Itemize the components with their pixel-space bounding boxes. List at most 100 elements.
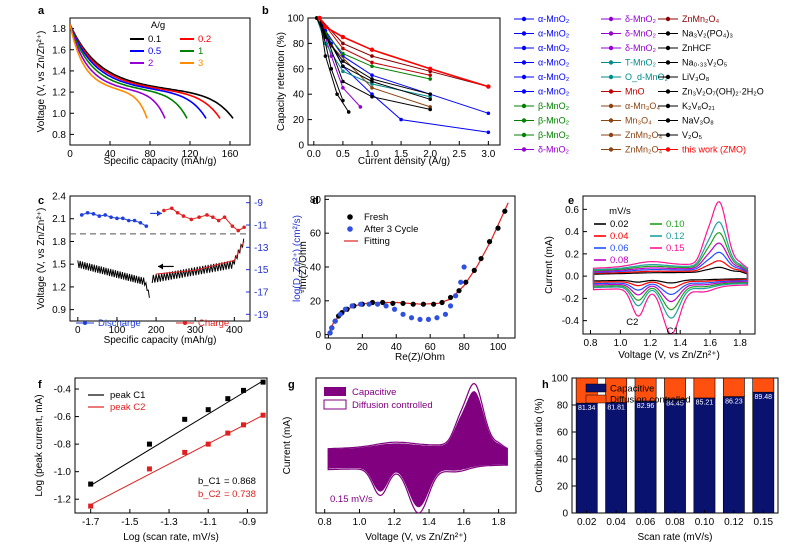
legend-label: K₂V₈O₂₁ <box>682 101 715 111</box>
annotation-c1: C1 <box>667 326 679 337</box>
comparison-point <box>370 60 374 65</box>
y-tick-label: 0.8 <box>52 130 66 141</box>
x-tick-label: 0.8 <box>318 517 332 528</box>
y-tick-label: -0.4 <box>562 316 580 327</box>
comparison-line <box>319 17 350 113</box>
legend-label: 0.2 <box>198 34 211 45</box>
y-tick-label: 20 <box>557 482 569 493</box>
legend-label: α-MnO₂ <box>538 29 570 39</box>
comparison-point <box>486 130 491 135</box>
zmo-point <box>317 15 322 21</box>
comparison-point <box>341 69 345 74</box>
comparison-point <box>346 110 351 114</box>
legend-label: α-MnO₂ <box>538 14 570 24</box>
legend-marker <box>521 147 527 152</box>
data-point <box>225 430 231 436</box>
x-tick-label: 100 <box>490 342 507 353</box>
fresh-point <box>471 267 477 273</box>
cycled-point <box>447 303 454 309</box>
charge-logD-point <box>197 215 201 220</box>
x-tick-label: 1.2 <box>643 338 657 349</box>
x-tick-label: -1.5 <box>121 517 139 528</box>
x-tick-label: 120 <box>182 149 199 160</box>
y-tick-label: 40 <box>293 90 305 101</box>
legend-marker <box>608 45 614 51</box>
charge-logD-point <box>205 213 209 217</box>
bar-capacitive <box>664 398 686 514</box>
cv-curve-0.15 <box>592 201 749 334</box>
b-label: b_C2 <box>198 489 221 500</box>
legend-label: 0.1 <box>148 34 161 45</box>
panel-label-b: b <box>262 5 269 17</box>
legend-marker <box>521 74 527 80</box>
discharge-logD-point <box>144 224 149 228</box>
bar-capacitive <box>605 402 628 514</box>
charge-logD-point <box>211 215 215 220</box>
legend-label: ZnMn₂O₄ <box>625 145 662 155</box>
y-tick-label: 40 <box>557 455 569 466</box>
series-line-0.5 <box>70 24 207 119</box>
panel-label-h: h <box>542 379 549 391</box>
y-tick-label: 2.4 <box>52 192 66 203</box>
y-axis-label: Capacity retention (%) <box>276 32 287 131</box>
discharge-logD-point <box>91 212 96 216</box>
comparison-point <box>399 117 403 122</box>
y-tick-label: 0.6 <box>565 205 579 216</box>
series-line-0.2 <box>70 23 221 119</box>
comparison-point <box>329 54 334 58</box>
legend-label: O_d-MnO₂ <box>625 72 669 82</box>
discharge-logD-point <box>138 220 143 225</box>
y-axis-label: Voltage (V, vs Zn/Zn²⁺) <box>36 31 47 133</box>
y-tick-label: 80 <box>557 401 569 412</box>
comparison-point <box>370 92 374 96</box>
comparison-point <box>341 79 345 84</box>
charge-logD-point <box>181 214 186 218</box>
x-tick-label: 0.0 <box>307 149 321 160</box>
x-axis-label: Specific capacity (mAh/g) <box>104 335 217 346</box>
legend-marker <box>665 31 671 36</box>
x-tick-label: -1.3 <box>160 517 178 528</box>
zmo-point <box>340 34 346 40</box>
data-point <box>146 441 152 447</box>
cycled-point <box>425 316 432 323</box>
cycled-point <box>349 303 355 309</box>
data-point <box>88 481 94 487</box>
bar-value-label: 85.21 <box>696 400 714 407</box>
fresh-point <box>430 301 437 307</box>
zmo-point <box>427 66 433 72</box>
x-tick-label: 20 <box>357 342 369 353</box>
series-area <box>70 23 234 119</box>
fitting-line <box>327 202 509 335</box>
bar-diffusion <box>693 377 716 399</box>
x-tick-label: 1.4 <box>422 517 436 528</box>
x-tick-label: 1.4 <box>673 338 687 349</box>
x-axis-label: Current density (A/g) <box>358 156 450 167</box>
comparison-point <box>341 46 345 51</box>
zmo-point <box>323 24 328 30</box>
capacitive-area <box>327 391 508 508</box>
bar-value-label: 84.45 <box>666 401 684 408</box>
x-tick-label: 1.0 <box>365 149 379 160</box>
legend-label: 1 <box>198 46 203 57</box>
legend-marker <box>83 321 87 325</box>
charge-logD-point <box>162 208 166 213</box>
comparison-point <box>370 86 374 90</box>
panel-f: f -1.7 -1.5 -1.3 -1.1 -0.9 -0.4 -0.6 -0.8 -1.0 -1.… <box>34 377 268 543</box>
scan-rate-annotation: 0.15 mV/s <box>330 494 373 505</box>
plot-frame <box>315 377 517 514</box>
diffusion-outline <box>327 382 508 513</box>
legend-label: T-MnO₂ <box>625 58 657 68</box>
legend-label: this work (ZMO) <box>682 145 746 155</box>
data-point <box>205 407 211 413</box>
x-tick-label: 0.02 <box>577 517 597 528</box>
x-tick-label: 2.5 <box>452 149 466 160</box>
cycled-point <box>366 301 372 307</box>
legend-label: 0.10 <box>666 219 685 230</box>
legend-label: ZnHCF <box>682 43 712 53</box>
legend-title: mV/s <box>609 206 631 217</box>
comparison-point <box>341 51 345 56</box>
legend-label: MnO <box>625 87 645 97</box>
charge-gitt <box>151 238 245 284</box>
legend-swatch <box>585 394 607 404</box>
